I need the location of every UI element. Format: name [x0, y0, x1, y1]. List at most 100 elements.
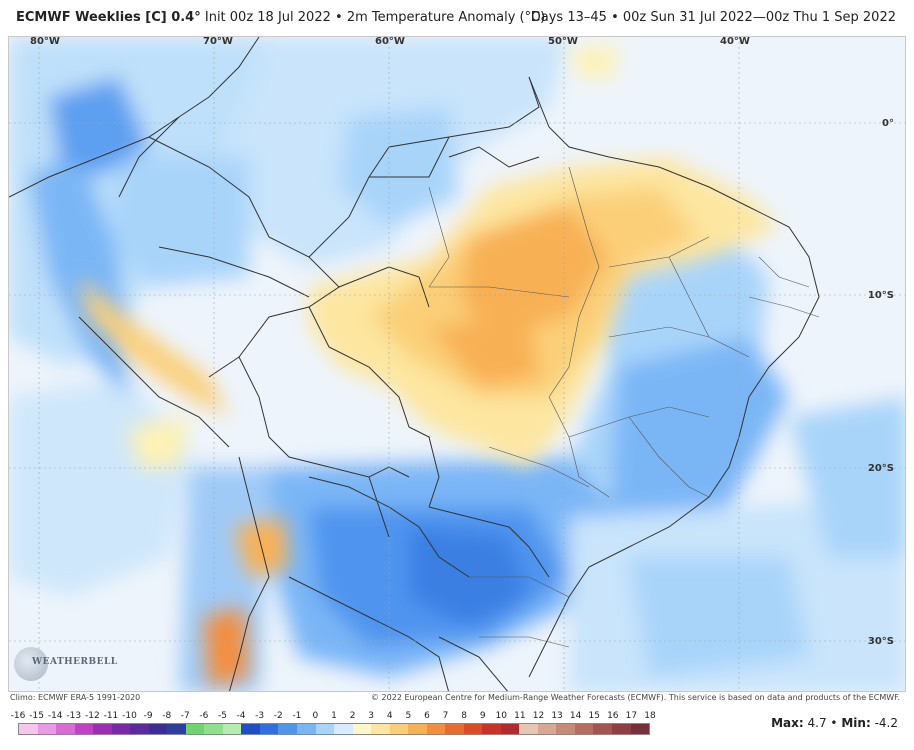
colorbar-tick-label: -5 [217, 711, 227, 721]
colorbar-tick-label: -9 [143, 711, 153, 721]
colorbar-swatch [612, 724, 631, 734]
colorbar-tick-label: -15 [29, 711, 44, 721]
colorbar-tick-label: 13 [551, 711, 563, 721]
colorbar-tick-label: -16 [10, 711, 26, 721]
colorbar-tick-label: 7 [442, 711, 449, 721]
colorbar-swatch [278, 724, 297, 734]
max-label: Max [771, 716, 799, 730]
colorbar-swatches [18, 723, 650, 735]
colorbar-swatch [426, 724, 446, 734]
colorbar-swatch [167, 724, 186, 734]
colorbar-tick-label: -11 [103, 711, 119, 721]
colorbar-tick-label: 8 [461, 711, 467, 721]
colorbar-tick-label: 17 [625, 711, 638, 721]
colorbar-tick-label: -10 [122, 711, 137, 721]
valid-separator: • [611, 10, 619, 25]
colorbar-swatch [241, 724, 260, 734]
lon-label-40w: 40°W [720, 36, 750, 47]
colorbar-swatch [630, 724, 650, 734]
lon-label-50w: 50°W [548, 36, 578, 47]
lon-label-60w: 60°W [375, 36, 405, 47]
colorbar: -16 -15 -14 -13 -12 -11 -10 -9 -8 -7 -6 -5 -4 -3 -2 -1 0… [11, 711, 656, 735]
anomaly-shading [9, 37, 905, 691]
colorbar-swatch [500, 724, 520, 734]
title-separator: • [335, 10, 343, 25]
init-time: Init 00z 18 Jul 2022 [204, 10, 331, 25]
colorbar-tick-label: 11 [514, 711, 526, 721]
colorbar-swatch [315, 724, 335, 734]
colorbar-tick-label: 4 [386, 711, 393, 721]
colorbar-tick-label: 6 [424, 711, 430, 721]
colorbar-tick-label: -3 [255, 711, 265, 721]
colorbar-swatch [74, 724, 94, 734]
colorbar-tick-label: 16 [607, 711, 619, 721]
map-graphic [9, 37, 905, 691]
colorbar-swatch [482, 724, 501, 734]
country-borders [9, 37, 820, 691]
colorbar-tick-label: -6 [199, 711, 209, 721]
graticule [9, 37, 905, 691]
warm-anomaly [79, 47, 779, 687]
copyright-note: © 2022 European Centre for Medium-Range … [371, 693, 900, 702]
colorbar-tick-label: 3 [368, 711, 375, 721]
colorbar-swatch [259, 724, 279, 734]
lon-label-70w: 70°W [203, 36, 233, 47]
max-min-stats: Max: 4.7 • Min: -4.2 [771, 716, 898, 730]
colorbar-tick-label: -1 [292, 711, 302, 721]
colorbar-swatch [204, 724, 223, 734]
colorbar-swatch [408, 724, 427, 734]
colorbar-swatch [56, 724, 75, 734]
colorbar-tick-label: 12 [532, 711, 545, 721]
header-bar: ECMWF Weeklies [C] 0.4° Init 00z 18 Jul … [0, 0, 914, 36]
colorbar-tick-label: 14 [569, 711, 582, 721]
colorbar-swatch [93, 724, 112, 734]
colorbar-ticks: -16 -15 -14 -13 -12 -11 -10 -9 -8 -7 -6 -5 -4 -3 -2 -1 0… [11, 711, 656, 723]
lat-label-30s: 30°S [867, 636, 894, 647]
colorbar-tick-label: -12 [84, 711, 100, 721]
field-name: 2m Temperature Anomaly (°C) [346, 10, 546, 25]
valid-time: 00z Sun 31 Jul 2022—00z Thu 1 Sep 2022 [622, 10, 896, 25]
colorbar-tick-label: 15 [588, 711, 600, 721]
climo-note: Climo: ECMWF ERA-5 1991-2020 [10, 693, 141, 702]
colorbar-swatch [111, 724, 131, 734]
colorbar-swatch [352, 724, 372, 734]
colorbar-tick-label: -8 [162, 711, 172, 721]
colorbar-tick-label: 2 [349, 711, 356, 721]
map-title: ECMWF Weeklies [C] 0.4° Init 00z 18 Jul … [16, 10, 545, 25]
colorbar-tick-label: 5 [405, 711, 412, 721]
min-value: -4.2 [874, 716, 898, 730]
max-value: 4.7 [807, 716, 827, 730]
colorbar-tick-label: 10 [495, 711, 508, 721]
lat-label-10s: 10°S [867, 290, 894, 301]
colorbar-swatch [334, 724, 353, 734]
colorbar-tick-label: -7 [180, 711, 190, 721]
state-borders [428, 166, 820, 648]
colorbar-tick-label: 9 [479, 711, 486, 721]
colorbar-tick-label: -14 [47, 711, 63, 721]
colorbar-tick-label: -2 [273, 711, 283, 721]
colorbar-swatch [574, 724, 594, 734]
weatherbell-logo: WEATHERBELL [14, 645, 117, 685]
lat-label-0: 0° [882, 118, 894, 129]
colorbar-tick-label: 0 [312, 711, 319, 721]
colorbar-swatch [130, 724, 149, 734]
anomaly-map [8, 36, 906, 692]
colorbar-tick-label: 1 [331, 711, 337, 721]
colorbar-swatch [37, 724, 57, 734]
colorbar-swatch [537, 724, 557, 734]
logo-text: WEATHERBELL [32, 657, 118, 667]
colorbar-swatch [593, 724, 612, 734]
lon-label-80w: 80°W [30, 36, 60, 47]
colorbar-swatch [463, 724, 483, 734]
model-title: ECMWF Weeklies [C] 0.4° [16, 10, 201, 25]
colorbar-tick-label: -13 [66, 711, 82, 721]
colorbar-tick-label: -4 [236, 711, 246, 721]
valid-period: Days 13–45 • 00z Sun 31 Jul 2022—00z Thu… [531, 10, 896, 25]
colorbar-swatch [222, 724, 242, 734]
stats-separator: • [830, 716, 838, 730]
colorbar-swatch [185, 724, 205, 734]
colorbar-swatch [389, 724, 409, 734]
colorbar-swatch [19, 724, 38, 734]
lat-label-20s: 20°S [867, 463, 894, 474]
logo-icon [14, 647, 48, 681]
